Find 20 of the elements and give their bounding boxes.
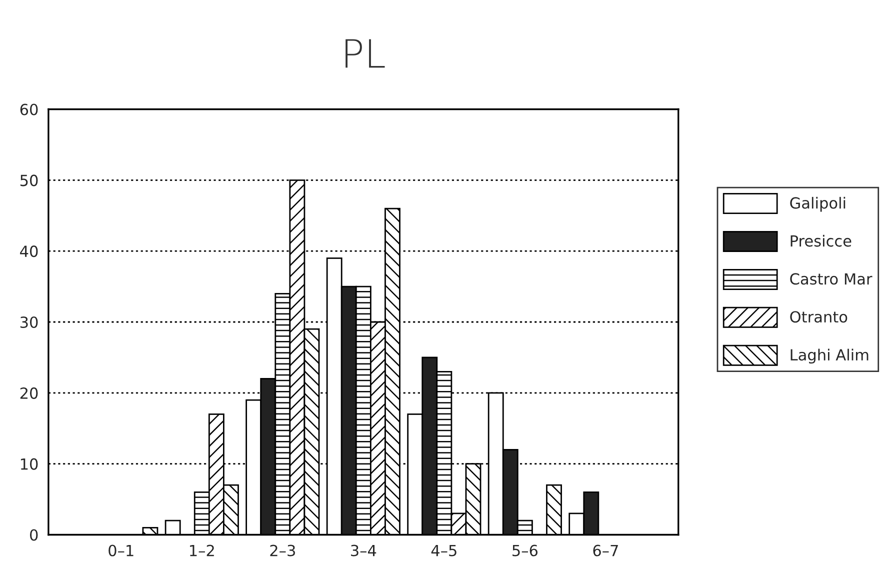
x-tick-label: 2–3: [270, 544, 295, 556]
y-tick-label: 0: [30, 529, 38, 541]
legend-label: Presicce: [790, 234, 852, 247]
x-tick-label: 1–2: [190, 544, 214, 556]
x-tick-label: 6–7: [593, 544, 618, 556]
y-tick-label: 40: [20, 246, 38, 258]
chart-title: PL: [346, 39, 385, 68]
x-tick-label: 3–4: [351, 544, 376, 556]
legend-label: Laghi Alim: [790, 348, 868, 364]
y-tick-label: 30: [20, 316, 38, 328]
y-tick-label: 10: [20, 458, 38, 470]
legend-label: Galipoli: [790, 196, 846, 212]
x-tick-label: 5–6: [512, 544, 538, 556]
legend-label: Castro Mar: [790, 273, 872, 285]
y-tick-label: 50: [20, 174, 38, 186]
legend-label: Otranto: [790, 311, 848, 323]
x-tick-label: 4–5: [431, 544, 456, 556]
y-tick-label: 20: [20, 387, 38, 399]
y-tick-label: 60: [20, 104, 38, 116]
x-tick-label: 0–1: [108, 544, 134, 556]
